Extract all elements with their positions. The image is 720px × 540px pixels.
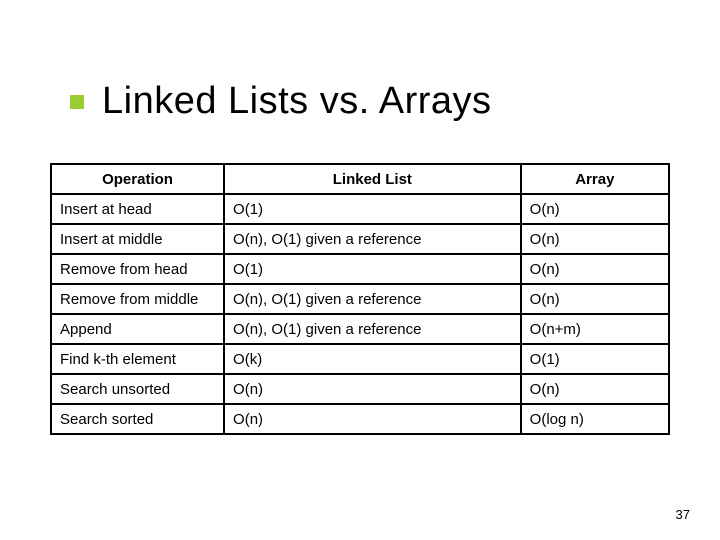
bullet-icon xyxy=(70,95,84,109)
cell-array: O(log n) xyxy=(521,404,669,434)
table-row: Remove from head O(1) O(n) xyxy=(51,254,669,284)
cell-operation: Append xyxy=(51,314,224,344)
col-header-operation: Operation xyxy=(51,164,224,194)
cell-linkedlist: O(n), O(1) given a reference xyxy=(224,314,521,344)
cell-linkedlist: O(1) xyxy=(224,254,521,284)
title-row: Linked Lists vs. Arrays xyxy=(70,80,670,123)
cell-array: O(n) xyxy=(521,374,669,404)
cell-operation: Search unsorted xyxy=(51,374,224,404)
slide: Linked Lists vs. Arrays Operation Linked… xyxy=(0,0,720,540)
table-row: Insert at head O(1) O(n) xyxy=(51,194,669,224)
cell-operation: Insert at head xyxy=(51,194,224,224)
page-number: 37 xyxy=(676,507,690,522)
cell-operation: Remove from middle xyxy=(51,284,224,314)
cell-operation: Insert at middle xyxy=(51,224,224,254)
table-row: Remove from middle O(n), O(1) given a re… xyxy=(51,284,669,314)
table-header-row: Operation Linked List Array xyxy=(51,164,669,194)
table-row: Find k-th element O(k) O(1) xyxy=(51,344,669,374)
cell-array: O(n) xyxy=(521,194,669,224)
cell-linkedlist: O(n) xyxy=(224,374,521,404)
table-row: Append O(n), O(1) given a reference O(n+… xyxy=(51,314,669,344)
cell-array: O(n) xyxy=(521,284,669,314)
cell-operation: Remove from head xyxy=(51,254,224,284)
cell-linkedlist: O(n) xyxy=(224,404,521,434)
cell-operation: Search sorted xyxy=(51,404,224,434)
cell-array: O(n) xyxy=(521,224,669,254)
table-row: Search unsorted O(n) O(n) xyxy=(51,374,669,404)
table-row: Insert at middle O(n), O(1) given a refe… xyxy=(51,224,669,254)
col-header-linkedlist: Linked List xyxy=(224,164,521,194)
comparison-table: Operation Linked List Array Insert at he… xyxy=(50,163,670,435)
cell-linkedlist: O(1) xyxy=(224,194,521,224)
cell-array: O(1) xyxy=(521,344,669,374)
cell-linkedlist: O(k) xyxy=(224,344,521,374)
col-header-array: Array xyxy=(521,164,669,194)
cell-array: O(n+m) xyxy=(521,314,669,344)
cell-array: O(n) xyxy=(521,254,669,284)
table-row: Search sorted O(n) O(log n) xyxy=(51,404,669,434)
cell-linkedlist: O(n), O(1) given a reference xyxy=(224,284,521,314)
cell-operation: Find k-th element xyxy=(51,344,224,374)
cell-linkedlist: O(n), O(1) given a reference xyxy=(224,224,521,254)
slide-title: Linked Lists vs. Arrays xyxy=(102,80,492,123)
